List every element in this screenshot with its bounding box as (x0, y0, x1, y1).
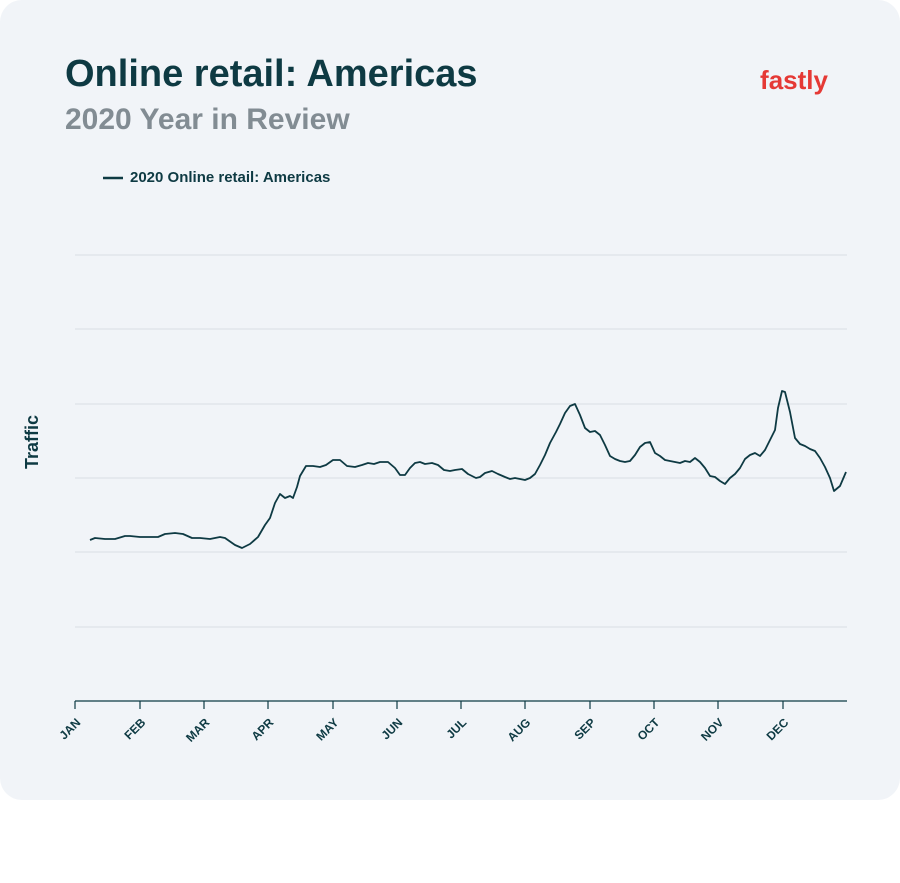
chart-subtitle: 2020 Year in Review (65, 103, 350, 136)
legend-label: 2020 Online retail: Americas (130, 169, 330, 186)
logo: fastly (760, 65, 828, 95)
y-axis-label: Traffic (22, 415, 42, 469)
series-line (89, 390, 847, 549)
card (0, 0, 900, 800)
chart-title: Online retail: Americas (65, 53, 478, 95)
